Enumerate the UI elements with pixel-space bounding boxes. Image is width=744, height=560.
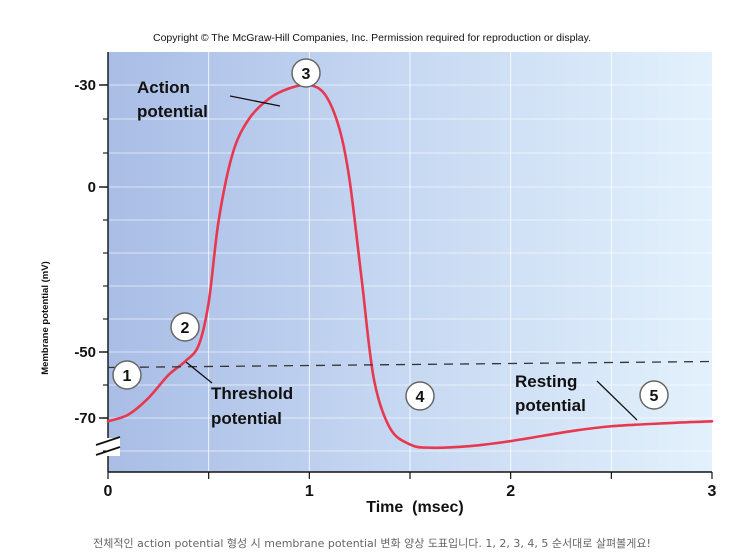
annotation-resting-leader	[596, 380, 638, 421]
series	[106, 83, 714, 450]
y-ticks: -30 0 -50 -70	[74, 77, 108, 452]
caption: 전체적인 action potential 형성 시 membrane pote…	[93, 537, 651, 550]
series-membrane-potential-line	[106, 83, 714, 450]
marker-2: 2	[170, 312, 200, 342]
x-tick-label: 0	[104, 483, 113, 500]
grid	[108, 52, 712, 472]
y-tick-label: -70	[74, 410, 96, 427]
annotation-threshold-leader	[185, 361, 213, 384]
marker-1: 1	[112, 360, 142, 390]
series-threshold-line	[107, 360, 713, 369]
annotation-threshold-line1: Threshold	[211, 384, 293, 403]
axis-break-icon	[95, 436, 121, 456]
marker-3-label: 3	[302, 66, 311, 83]
copyright-notice: Copyright © The McGraw-Hill Companies, I…	[152, 32, 592, 44]
x-ticks: 0 1 2 3	[104, 472, 717, 500]
x-tick-label: 1	[305, 483, 314, 500]
y-tick-label: -30	[74, 77, 96, 94]
x-tick-label: 3	[708, 483, 717, 500]
marker-4: 4	[405, 381, 435, 411]
y-tick-label: -50	[74, 344, 96, 361]
x-axis-label: Time (msec)	[366, 499, 464, 516]
marker-5-label: 5	[650, 388, 659, 405]
annotation-action-potential-leader	[229, 95, 281, 107]
marker-2-label: 2	[181, 320, 190, 337]
marker-4-label: 4	[416, 389, 425, 406]
annotation-resting-potential: Resting potential	[515, 372, 638, 421]
annotation-action-potential-line2: potential	[137, 102, 208, 121]
annotation-threshold-line2: potential	[211, 409, 282, 428]
annotation-threshold-potential: Threshold potential	[185, 361, 293, 428]
annotation-action-potential: Action potential	[137, 78, 281, 121]
annotation-resting-line2: potential	[515, 396, 586, 415]
annotation-action-potential-line1: Action	[137, 78, 190, 97]
marker-5: 5	[639, 380, 669, 410]
marker-3: 3	[291, 58, 321, 88]
marker-1-label: 1	[123, 368, 132, 385]
y-axis-label: Membrane potential (mV)	[40, 261, 51, 375]
y-tick-label: 0	[88, 179, 96, 196]
annotation-resting-line1: Resting	[515, 372, 577, 391]
x-tick-label: 2	[506, 483, 515, 500]
